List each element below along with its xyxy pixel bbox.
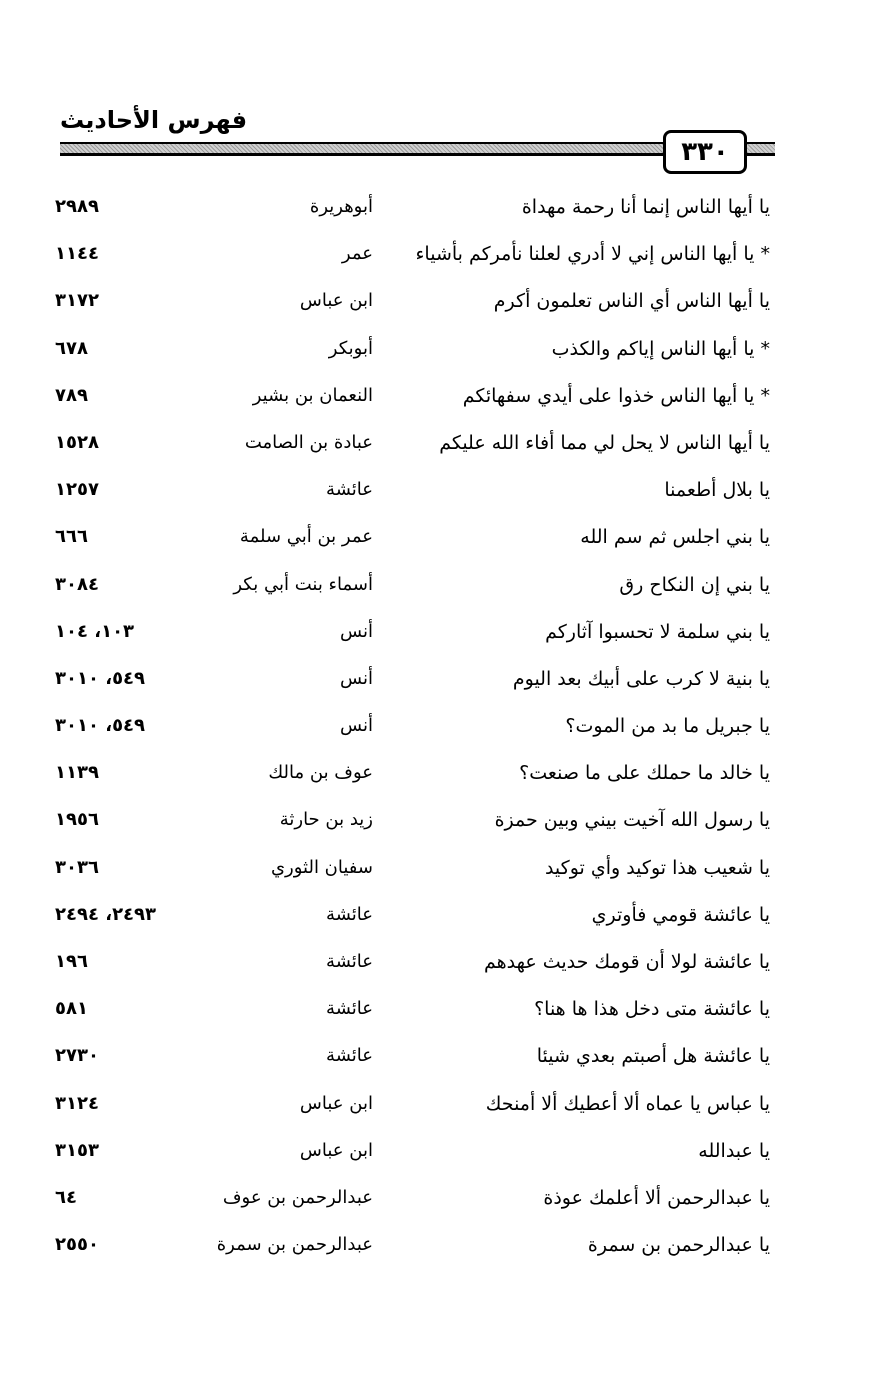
narrator: عبادة بن الصامت — [244, 431, 373, 453]
hadith-numbers: ٥٤٩، ٣٠١٠ — [55, 715, 146, 737]
index-entry: * يا أيها الناس خذوا على أيدي سفهائكم الن… — [0, 379, 873, 426]
hadith-text: * يا أيها الناس إني لا أدري لعلنا نأمركم… — [415, 243, 770, 266]
narrator: أنس — [340, 715, 373, 737]
hadith-numbers: ٧٨٩ — [55, 384, 88, 406]
hadith-text: يا عبدالرحمن ألا أعلمك عوذة — [543, 1186, 770, 1209]
narrator: سفيان الثوري — [270, 856, 373, 878]
index-entry: يا بنية لا كرب على أبيك بعد اليوم أنس ٥٤٩،… — [0, 662, 873, 709]
index-entry: * يا أيها الناس إياكم والكذب أبوبكر ٦٧٨ — [0, 332, 873, 379]
hadith-numbers: ٦٤ — [55, 1186, 77, 1208]
hadith-numbers: ٣١٥٣ — [55, 1139, 99, 1161]
index-entry: يا خالد ما حملك على ما صنعت؟ عوف بن مالك ١… — [0, 756, 873, 803]
index-entry: يا بني اجلس ثم سم الله عمر بن أبي سلمة ٦٦٦ — [0, 520, 873, 567]
narrator: أبوبكر — [328, 337, 373, 359]
hadith-numbers: ٢٧٣٠ — [55, 1045, 99, 1067]
index-entry: يا عبدالله ابن عباس ٣١٥٣ — [0, 1134, 873, 1181]
hadith-text: يا عباس يا عماه ألا أعطيك ألا أمنحك — [485, 1092, 770, 1115]
hadith-numbers: ٣١٧٢ — [55, 290, 99, 312]
hadith-text: يا عائشة قومي فأوتري — [591, 903, 770, 926]
hadith-text: يا أيها الناس أي الناس تعلمون أكرم — [493, 290, 770, 313]
hadith-numbers: ١١٤٤ — [55, 243, 99, 265]
index-entry: يا جبريل ما بد من الموت؟ أنس ٥٤٩، ٣٠١٠ — [0, 709, 873, 756]
hadith-numbers: ٣١٢٤ — [55, 1092, 99, 1114]
narrator: عبدالرحمن بن عوف — [222, 1186, 373, 1208]
hadith-numbers: ٢٤٩٣، ٢٤٩٤ — [55, 903, 157, 925]
index-entry: يا بني سلمة لا تحسبوا آثاركم أنس ١٠٣، ١٠٤ — [0, 615, 873, 662]
hadith-numbers: ١١٣٩ — [55, 762, 99, 784]
hadith-text: يا عائشة هل أصبتم بعدي شيئا — [536, 1045, 770, 1068]
page-number: ٣٣٠ — [663, 130, 747, 174]
narrator: عائشة — [326, 951, 373, 972]
hadith-numbers: ٣٠٣٦ — [55, 856, 99, 878]
hadith-numbers: ٣٠٨٤ — [55, 573, 99, 595]
narrator: عائشة — [326, 1045, 373, 1067]
hadith-text: * يا أيها الناس خذوا على أيدي سفهائكم — [462, 384, 770, 407]
hadith-numbers: ٢٩٨٩ — [55, 196, 99, 217]
hadith-numbers: ٦٦٦ — [55, 526, 88, 548]
hadith-text: يا بني سلمة لا تحسبوا آثاركم — [545, 620, 770, 643]
narrator: ابن عباس — [299, 290, 373, 312]
narrator: عبدالرحمن بن سمرة — [216, 1234, 373, 1256]
hadith-text: يا بنية لا كرب على أبيك بعد اليوم — [512, 667, 770, 690]
index-entry: يا عائشة متى دخل هذا ها هنا؟ عائشة ٥٨١ — [0, 992, 873, 1039]
hadith-text: يا بني اجلس ثم سم الله — [580, 526, 770, 549]
hadith-numbers: ٥٤٩، ٣٠١٠ — [55, 667, 146, 689]
hadith-numbers: ١٥٢٨ — [55, 431, 99, 453]
narrator: عائشة — [326, 479, 373, 501]
narrator: عائشة — [326, 903, 373, 925]
index-entry: يا عباس يا عماه ألا أعطيك ألا أمنحك ابن ع… — [0, 1087, 873, 1134]
narrator: ابن عباس — [299, 1139, 373, 1161]
hadith-text: يا عائشة لولا أن قومك حديث عهدهم — [483, 951, 770, 973]
index-entry: يا بلال أطعمنا عائشة ١٢٥٧ — [0, 473, 873, 520]
hadith-text: يا عبدالله — [698, 1139, 770, 1162]
narrator: أنس — [340, 667, 373, 689]
narrator: ابن عباس — [299, 1092, 373, 1114]
hadith-text: يا عبدالرحمن بن سمرة — [587, 1234, 770, 1257]
index-entry: يا رسول الله آخيت بيني وبين حمزة زيد بن ح… — [0, 803, 873, 850]
narrator: أسماء بنت أبي بكر — [233, 573, 373, 595]
narrator: أنس — [340, 620, 373, 642]
hadith-text: يا شعيب هذا توكيد وأي توكيد — [544, 856, 770, 879]
hadith-text: يا رسول الله آخيت بيني وبين حمزة — [494, 809, 770, 832]
narrator: عمر — [341, 243, 373, 265]
hadith-numbers: ٢٥٥٠ — [55, 1234, 99, 1256]
hadith-text: يا عائشة متى دخل هذا ها هنا؟ — [534, 998, 770, 1021]
hadith-text: يا أيها الناس لا يحل لي مما أفاء الله عل… — [439, 431, 770, 454]
hadith-numbers: ١٩٥٦ — [55, 809, 99, 831]
hadith-numbers: ٥٨١ — [55, 998, 88, 1020]
index-entry: يا عائشة هل أصبتم بعدي شيئا عائشة ٢٧٣٠ — [0, 1039, 873, 1086]
hadith-text: يا أيها الناس إنما أنا رحمة مهداة — [521, 196, 770, 218]
index-entry: يا عائشة قومي فأوتري عائشة ٢٤٩٣، ٢٤٩٤ — [0, 898, 873, 945]
hadith-text: * يا أيها الناس إياكم والكذب — [551, 337, 770, 360]
running-title: فهرس الأحاديث — [60, 106, 248, 134]
hadith-text: يا جبريل ما بد من الموت؟ — [565, 715, 770, 738]
index-entry: يا أيها الناس لا يحل لي مما أفاء الله عل… — [0, 426, 873, 473]
index-entry: يا عائشة لولا أن قومك حديث عهدهم عائشة ١٩٦ — [0, 945, 873, 992]
index-entry: يا عبدالرحمن بن سمرة عبدالرحمن بن سمرة ٢٥٥… — [0, 1228, 873, 1275]
hadith-index-list: يا أيها الناس إنما أنا رحمة مهداة أبوهرير… — [0, 190, 873, 1275]
narrator: أبوهريرة — [309, 196, 373, 217]
index-entry: يا أيها الناس إنما أنا رحمة مهداة أبوهرير… — [0, 190, 873, 237]
narrator: زيد بن حارثة — [279, 809, 373, 831]
narrator: عوف بن مالك — [268, 762, 373, 784]
hadith-text: يا خالد ما حملك على ما صنعت؟ — [519, 762, 770, 785]
hadith-text: يا بلال أطعمنا — [664, 479, 770, 502]
index-entry: يا عبدالرحمن ألا أعلمك عوذة عبدالرحمن بن … — [0, 1181, 873, 1228]
hadith-numbers: ٦٧٨ — [55, 337, 88, 359]
hadith-numbers: ١٢٥٧ — [55, 479, 99, 501]
index-entry: يا شعيب هذا توكيد وأي توكيد سفيان الثوري ٣… — [0, 851, 873, 898]
narrator: عائشة — [326, 998, 373, 1020]
hadith-text: يا بني إن النكاح رق — [619, 573, 770, 596]
index-entry: يا بني إن النكاح رق أسماء بنت أبي بكر ٣٠٨٤ — [0, 568, 873, 615]
header-rule — [60, 142, 775, 156]
hadith-numbers: ١٠٣، ١٠٤ — [55, 620, 135, 642]
index-entry: * يا أيها الناس إني لا أدري لعلنا نأمركم… — [0, 237, 873, 284]
narrator: عمر بن أبي سلمة — [239, 526, 373, 548]
index-entry: يا أيها الناس أي الناس تعلمون أكرم ابن عب… — [0, 284, 873, 331]
narrator: النعمان بن بشير — [252, 384, 373, 406]
hadith-numbers: ١٩٦ — [55, 951, 88, 972]
